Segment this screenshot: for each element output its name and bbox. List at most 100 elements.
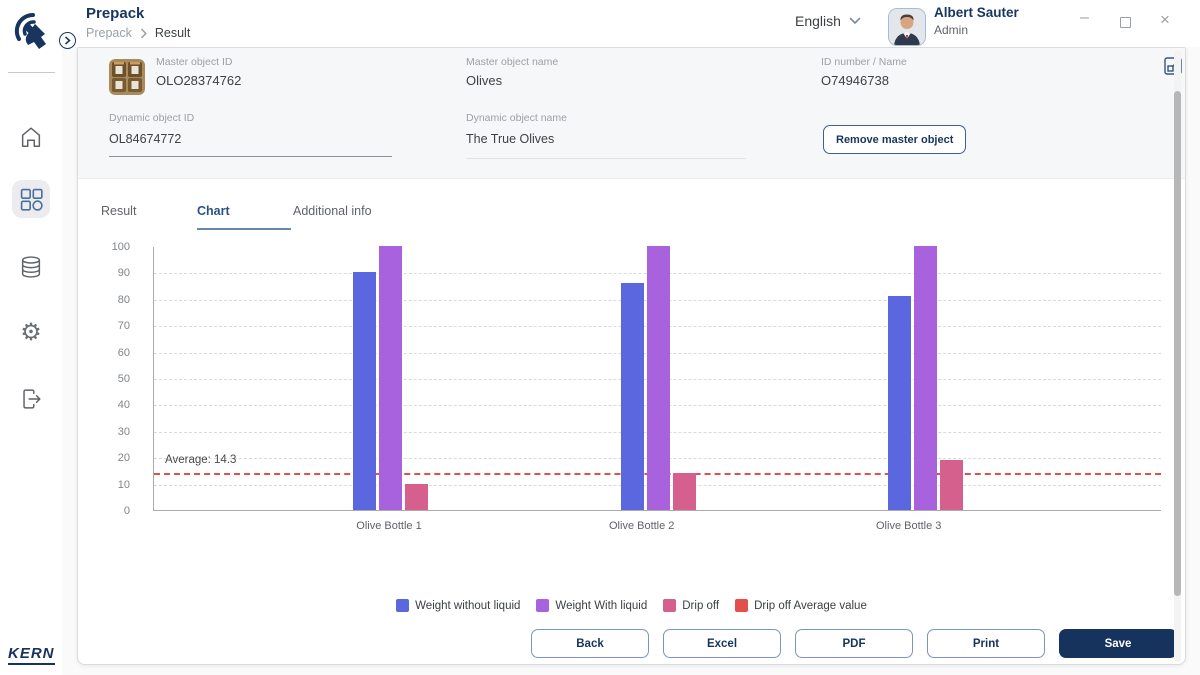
bar-drip-off xyxy=(405,484,428,510)
bar-drip-off xyxy=(940,460,963,510)
legend-swatch xyxy=(735,599,749,612)
sidebar-item-logout[interactable] xyxy=(12,380,50,418)
legend-label: Weight With liquid xyxy=(555,599,648,612)
legend-item: Drip off Average value xyxy=(735,599,867,612)
content-card: Master object ID OLO28374762 Master obje… xyxy=(77,47,1186,665)
sidebar-item-home[interactable] xyxy=(12,118,50,156)
y-tick-label: 50 xyxy=(117,373,130,385)
master-object-id-label: Master object ID xyxy=(156,56,233,68)
pdf-button[interactable]: PDF xyxy=(795,629,913,658)
gear-icon: ⚙ xyxy=(20,319,42,346)
average-line-label: Average: 14.3 xyxy=(165,454,237,466)
sidebar-item-settings[interactable]: ⚙ xyxy=(12,314,50,352)
user-role: Admin xyxy=(934,23,969,37)
breadcrumb-chevron-icon xyxy=(140,27,147,39)
dynamic-object-name-label: Dynamic object name xyxy=(466,112,567,124)
y-tick-label: 30 xyxy=(117,425,130,438)
legend-item: Weight without liquid xyxy=(396,599,520,612)
object-info-section: Master object ID OLO28374762 Master obje… xyxy=(78,48,1185,179)
database-icon xyxy=(21,256,41,278)
language-selector[interactable]: English xyxy=(795,13,861,29)
master-object-name-value: Olives xyxy=(466,73,503,88)
dynamic-object-id-input[interactable]: OL84674772 xyxy=(109,132,182,146)
y-tick-label: 40 xyxy=(117,399,130,412)
bar-weight-with-liquid xyxy=(379,246,402,510)
footer-actions: Back Excel PDF Print Save xyxy=(531,629,1177,658)
bar-weight-without-liquid xyxy=(353,272,376,510)
tab-chart[interactable]: Chart xyxy=(197,198,291,230)
legend-swatch xyxy=(663,599,677,612)
tab-result[interactable]: Result xyxy=(101,204,137,218)
print-button[interactable]: Print xyxy=(927,629,1045,658)
tab-bar: Result Chart Additional info xyxy=(101,198,389,230)
sidebar-divider xyxy=(8,72,55,73)
save-button[interactable]: Save xyxy=(1059,629,1177,658)
app-logo-touch-icon xyxy=(8,8,56,60)
sidebar-item-database[interactable] xyxy=(12,248,50,286)
user-name: Albert Sauter xyxy=(934,5,1019,20)
excel-button[interactable]: Excel xyxy=(663,629,781,658)
tab-additional-info[interactable]: Additional info xyxy=(293,204,372,218)
master-object-name-label: Master object name xyxy=(466,56,559,68)
sidebar-item-apps[interactable] xyxy=(12,180,50,218)
dynamic-object-name-value: The True Olives xyxy=(466,132,555,146)
chevron-right-icon xyxy=(65,36,71,45)
chart-area: 0 10 20 30 40 50 60 70 80 90 100 Average: 14.3 Oli… xyxy=(78,238,1185,568)
header-bar: Prepack Prepack Result English A xyxy=(62,0,1200,47)
bar-weight-without-liquid xyxy=(888,296,911,510)
legend-label: Weight without liquid xyxy=(415,599,521,612)
scrollbar-thumb[interactable] xyxy=(1174,91,1181,596)
kern-brand-logo: KERN xyxy=(8,645,55,665)
legend-label: Drip off Average value xyxy=(754,599,867,612)
y-tick-label: 80 xyxy=(117,293,130,306)
chart-legend: Weight without liquid Weight With liquid D… xyxy=(78,599,1185,612)
language-label: English xyxy=(795,13,841,29)
bar-weight-without-liquid xyxy=(621,283,644,510)
bar-group-3 xyxy=(888,246,963,510)
window-minimize-button[interactable]: – xyxy=(1080,9,1089,26)
y-tick-label: 10 xyxy=(117,478,130,491)
breadcrumb-item-prepack[interactable]: Prepack xyxy=(86,26,132,40)
id-number-label: ID number / Name xyxy=(821,56,907,68)
dynamic-object-id-underline xyxy=(109,156,392,157)
apps-grid-icon xyxy=(20,188,43,211)
back-button[interactable]: Back xyxy=(531,629,649,658)
breadcrumb-item-result: Result xyxy=(154,26,191,40)
sidebar: ⚙ KERN xyxy=(0,0,62,675)
bar-weight-with-liquid xyxy=(914,246,937,510)
breadcrumb: Prepack Result xyxy=(86,26,190,40)
dynamic-object-name-underline xyxy=(466,158,746,159)
legend-item: Drip off xyxy=(663,599,719,612)
y-tick-label: 60 xyxy=(117,346,130,359)
bar-group-1 xyxy=(353,246,428,510)
bar-drip-off xyxy=(673,473,696,510)
x-axis-label: Olive Bottle 2 xyxy=(609,520,675,532)
sidebar-collapse-toggle[interactable] xyxy=(59,32,76,49)
x-axis-label: Olive Bottle 3 xyxy=(876,520,942,532)
legend-swatch xyxy=(536,599,550,612)
bar-group-2 xyxy=(621,246,696,510)
window-close-button[interactable]: × xyxy=(1160,10,1170,29)
y-tick-label: 70 xyxy=(117,320,130,333)
page-title: Prepack xyxy=(86,5,145,22)
chevron-down-icon xyxy=(849,17,861,25)
y-tick-label: 20 xyxy=(117,452,130,465)
y-tick-label: 100 xyxy=(111,241,130,253)
dynamic-object-id-label: Dynamic object ID xyxy=(109,112,195,124)
remove-master-object-button[interactable]: Remove master object xyxy=(823,125,967,154)
window-maximize-button[interactable] xyxy=(1120,17,1131,28)
legend-swatch xyxy=(396,599,410,612)
legend-label: Drip off xyxy=(682,599,720,612)
chart-plot: Average: 14.3 xyxy=(153,246,1161,511)
legend-item: Weight With liquid xyxy=(536,599,647,612)
y-tick-label: 0 xyxy=(123,505,130,517)
home-icon xyxy=(21,127,41,148)
y-tick-label: 90 xyxy=(117,267,130,280)
x-axis-label: Olive Bottle 1 xyxy=(356,520,422,532)
user-avatar[interactable] xyxy=(888,8,926,46)
id-number-value: O74946738 xyxy=(821,73,889,88)
bar-weight-with-liquid xyxy=(647,246,670,510)
logout-icon xyxy=(23,389,41,409)
master-object-id-value: OLO28374762 xyxy=(156,73,242,88)
